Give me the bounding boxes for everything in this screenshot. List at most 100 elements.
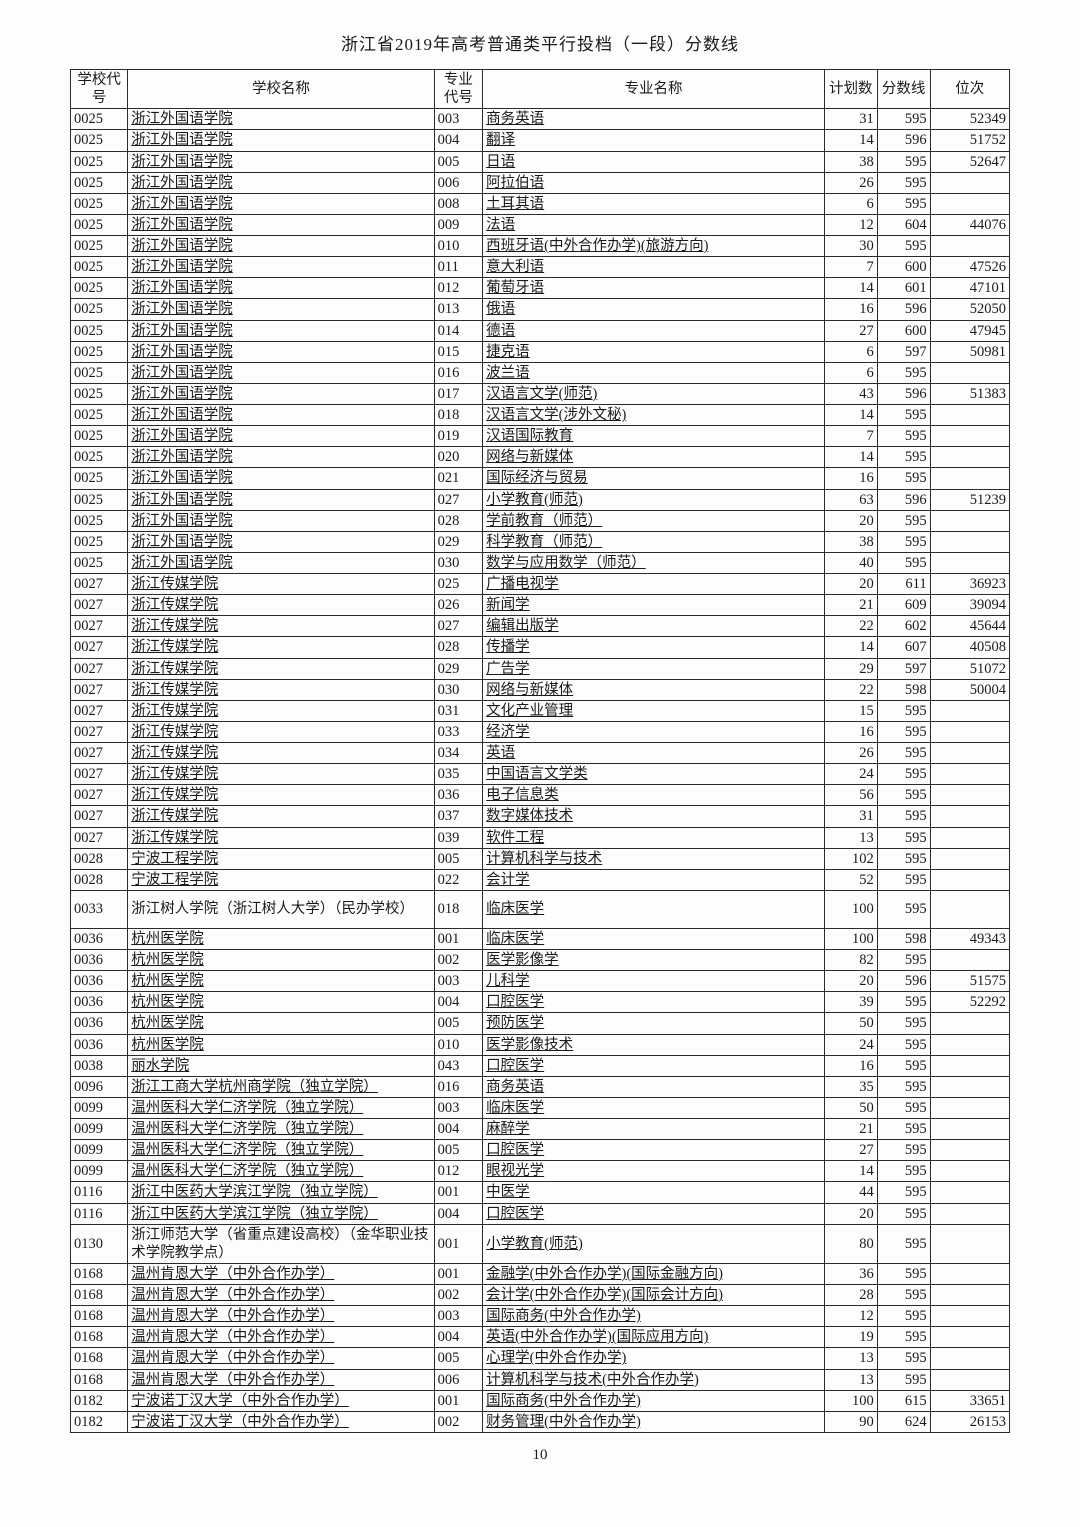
cell-rank [930, 1263, 1009, 1284]
cell-score: 595 [877, 1182, 930, 1203]
table-row: 0027浙江传媒学院036电子信息类56595 [71, 785, 1010, 806]
cell-major-name: 经济学 [483, 721, 825, 742]
table-row: 0025浙江外国语学院018汉语言文学(涉外文秘)14595 [71, 405, 1010, 426]
cell-school-name: 浙江外国语学院 [128, 531, 434, 552]
cell-major-name: 会计学(中外合作办学)(国际会计方向) [483, 1285, 825, 1306]
cell-plan: 14 [824, 130, 877, 151]
cell-school-name: 杭州医学院 [128, 1013, 434, 1034]
cell-plan: 13 [824, 827, 877, 848]
cell-major-code: 008 [434, 193, 482, 214]
cell-rank [930, 1097, 1009, 1118]
table-row: 0130浙江师范大学（省重点建设高校）（金华职业技术学院教学点）001小学教育(… [71, 1224, 1010, 1263]
cell-score: 597 [877, 658, 930, 679]
cell-school-code: 0036 [71, 1013, 128, 1034]
cell-score: 595 [877, 869, 930, 890]
cell-score: 595 [877, 806, 930, 827]
cell-school-name: 浙江传媒学院 [128, 806, 434, 827]
cell-major-name: 科学教育（师范） [483, 531, 825, 552]
cell-plan: 24 [824, 1034, 877, 1055]
cell-school-name: 浙江外国语学院 [128, 489, 434, 510]
cell-plan: 14 [824, 278, 877, 299]
cell-plan: 22 [824, 679, 877, 700]
cell-school-name: 浙江外国语学院 [128, 299, 434, 320]
cell-major-name: 商务英语 [483, 1076, 825, 1097]
table-row: 0027浙江传媒学院039软件工程13595 [71, 827, 1010, 848]
cell-major-code: 027 [434, 616, 482, 637]
table-row: 0025浙江外国语学院016波兰语6595 [71, 362, 1010, 383]
cell-rank [930, 950, 1009, 971]
cell-plan: 43 [824, 383, 877, 404]
cell-school-name: 温州医科大学仁济学院（独立学院） [128, 1097, 434, 1118]
table-row: 0036杭州医学院003儿科学2059651575 [71, 971, 1010, 992]
cell-major-name: 葡萄牙语 [483, 278, 825, 299]
cell-major-code: 012 [434, 278, 482, 299]
cell-school-name: 浙江工商大学杭州商学院（独立学院） [128, 1076, 434, 1097]
cell-school-name: 浙江外国语学院 [128, 468, 434, 489]
cell-major-name: 口腔医学 [483, 1055, 825, 1076]
table-row: 0025浙江外国语学院029科学教育（师范）38595 [71, 531, 1010, 552]
cell-score: 595 [877, 721, 930, 742]
cell-school-name: 浙江树人学院（浙江树人大学）（民办学校） [128, 890, 434, 928]
cell-score: 595 [877, 1055, 930, 1076]
cell-major-code: 005 [434, 1348, 482, 1369]
cell-major-name: 软件工程 [483, 827, 825, 848]
cell-major-code: 006 [434, 1369, 482, 1390]
cell-major-code: 029 [434, 531, 482, 552]
cell-major-name: 金融学(中外合作办学)(国际金融方向) [483, 1263, 825, 1284]
cell-major-name: 口腔医学 [483, 1140, 825, 1161]
cell-major-code: 025 [434, 574, 482, 595]
cell-plan: 14 [824, 405, 877, 426]
cell-major-name: 土耳其语 [483, 193, 825, 214]
cell-major-name: 日语 [483, 151, 825, 172]
cell-major-name: 临床医学 [483, 890, 825, 928]
cell-school-code: 0038 [71, 1055, 128, 1076]
cell-school-code: 0027 [71, 743, 128, 764]
cell-school-code: 0025 [71, 172, 128, 193]
cell-score: 595 [877, 1327, 930, 1348]
cell-rank [930, 1161, 1009, 1182]
cell-score: 596 [877, 299, 930, 320]
cell-plan: 24 [824, 764, 877, 785]
cell-rank: 51383 [930, 383, 1009, 404]
table-row: 0025浙江外国语学院005日语3859552647 [71, 151, 1010, 172]
cell-rank [930, 785, 1009, 806]
cell-rank: 49343 [930, 928, 1009, 949]
cell-school-code: 0025 [71, 236, 128, 257]
cell-school-name: 温州医科大学仁济学院（独立学院） [128, 1140, 434, 1161]
cell-school-code: 0036 [71, 1034, 128, 1055]
cell-major-code: 005 [434, 1013, 482, 1034]
cell-school-name: 温州肯恩大学（中外合作办学） [128, 1263, 434, 1284]
cell-rank: 36923 [930, 574, 1009, 595]
cell-score: 595 [877, 1224, 930, 1263]
cell-score: 595 [877, 1034, 930, 1055]
cell-major-name: 会计学 [483, 869, 825, 890]
cell-major-name: 意大利语 [483, 257, 825, 278]
cell-plan: 6 [824, 193, 877, 214]
cell-rank: 39094 [930, 595, 1009, 616]
table-row: 0025浙江外国语学院014德语2760047945 [71, 320, 1010, 341]
cell-major-code: 001 [434, 1390, 482, 1411]
cell-major-name: 网络与新媒体 [483, 447, 825, 468]
cell-school-name: 杭州医学院 [128, 971, 434, 992]
cell-school-code: 0027 [71, 700, 128, 721]
cell-plan: 14 [824, 447, 877, 468]
table-row: 0036杭州医学院002医学影像学82595 [71, 950, 1010, 971]
cell-school-name: 宁波诺丁汉大学（中外合作办学） [128, 1390, 434, 1411]
table-row: 0168温州肯恩大学（中外合作办学）002会计学(中外合作办学)(国际会计方向)… [71, 1285, 1010, 1306]
cell-score: 595 [877, 468, 930, 489]
cell-plan: 16 [824, 721, 877, 742]
cell-score: 595 [877, 362, 930, 383]
cell-major-code: 039 [434, 827, 482, 848]
cell-rank [930, 552, 1009, 573]
table-row: 0025浙江外国语学院006阿拉伯语26595 [71, 172, 1010, 193]
cell-school-code: 0025 [71, 257, 128, 278]
cell-plan: 90 [824, 1411, 877, 1432]
cell-major-code: 015 [434, 341, 482, 362]
cell-major-code: 005 [434, 848, 482, 869]
table-row: 0027浙江传媒学院026新闻学2160939094 [71, 595, 1010, 616]
cell-major-name: 英语 [483, 743, 825, 764]
cell-rank: 52349 [930, 109, 1009, 130]
col-plan: 计划数 [824, 70, 877, 109]
cell-school-code: 0025 [71, 362, 128, 383]
cell-rank: 52050 [930, 299, 1009, 320]
